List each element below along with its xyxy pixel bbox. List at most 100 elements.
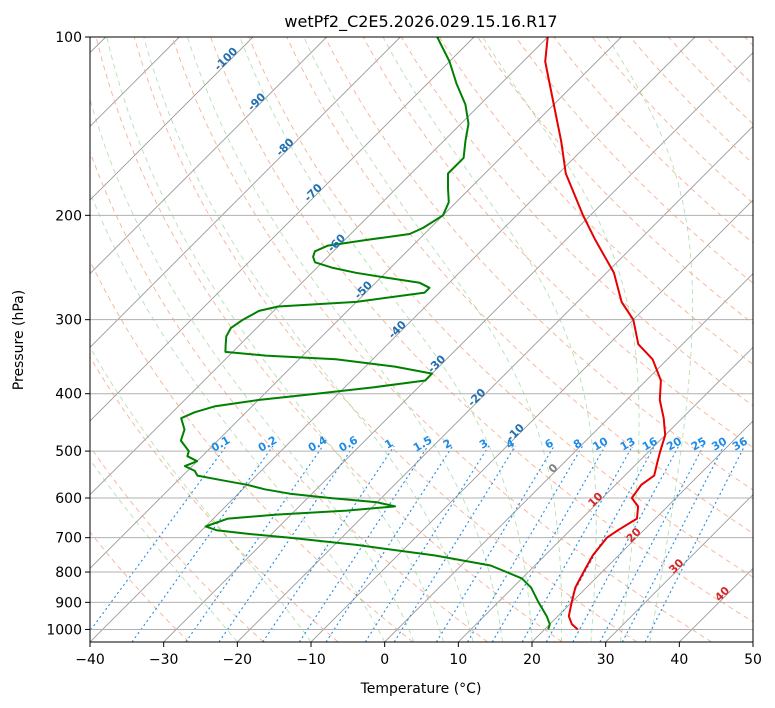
moist-adiabat-line: [239, 37, 533, 642]
isotherm-line: [90, 37, 475, 422]
y-tick-label: 400: [55, 387, 82, 403]
isotherm-line: [90, 37, 548, 496]
dry-adiabat-line: [90, 445, 264, 642]
mixing-ratio-line: [435, 445, 555, 642]
x-tick-label: −30: [149, 652, 179, 668]
dry-adiabat-line: [439, 37, 753, 365]
plot-frame: [89, 36, 754, 643]
mixing-ratio-label: 2: [441, 437, 454, 452]
mixing-ratio-line: [572, 445, 680, 642]
mixing-ratio-line: [545, 445, 656, 642]
y-tick-label: 100: [55, 30, 82, 46]
dry-adiabat-line: [90, 531, 190, 642]
mixing-ratio-line: [262, 445, 395, 642]
mixing-ratio-line: [325, 445, 454, 642]
moist-adiabat-line: [143, 37, 474, 642]
mixing-ratio-line: [218, 445, 355, 642]
profile-layer: [179, 37, 667, 631]
dry-adiabat-line: [400, 37, 753, 407]
x-tick-label: 0: [380, 652, 389, 668]
dry-adiabat-label: -80: [273, 135, 296, 158]
moist-adiabat-line: [90, 458, 238, 642]
y-tick-label: 200: [55, 208, 82, 224]
x-tick-label: 40: [670, 652, 688, 668]
temperature-profile-line: [544, 37, 667, 631]
dry-adiabat-line: [90, 356, 339, 642]
isotherm-line: [679, 567, 753, 642]
isotherm-line: [531, 420, 753, 642]
y-tick-label: 800: [55, 565, 82, 581]
moist-adiabat-line: [106, 37, 445, 642]
moist-adiabat-line: [482, 37, 640, 642]
mixing-ratio-line: [621, 445, 725, 642]
dry-adiabat-line: [706, 37, 753, 86]
x-tick-label: 30: [597, 652, 615, 668]
dry-adiabat-line: [553, 37, 753, 244]
moist-adiabat-line: [187, 37, 503, 642]
isotherm-line: [237, 125, 753, 642]
y-tick-label: 300: [55, 313, 82, 329]
background-lines: [90, 37, 753, 642]
moist-adiabat-line: [90, 346, 312, 642]
mixing-ratio-line: [467, 445, 584, 642]
isotherm-line: [90, 37, 696, 642]
dry-adiabat-line: [171, 37, 712, 642]
isotherm-line: [605, 494, 753, 642]
moist-adiabat-line: [303, 37, 563, 642]
x-tick-label: −40: [75, 652, 105, 668]
x-tick-label: −10: [296, 652, 326, 668]
mixing-ratio-line: [298, 445, 429, 642]
dry-adiabat-line: [286, 37, 753, 534]
dry-adiabat-line: [95, 37, 563, 642]
pressure-grid: [90, 36, 753, 630]
y-tick-label: 500: [55, 444, 82, 460]
mixing-ratio-line: [185, 445, 324, 642]
x-axis-label: Temperature (°C): [360, 681, 482, 697]
mixing-ratio-line: [644, 445, 746, 642]
mixing-ratio-line: [90, 445, 227, 632]
dry-adiabat-line: [90, 259, 414, 642]
isotherm-line: [752, 641, 753, 642]
line-labels: 0.1 0.2 0.4 0.6 1 1.5 2 3 4 6 8 10 13 16 20 25 30 36-100-…: [209, 44, 750, 604]
dry-adiabat-label: -50: [352, 278, 375, 301]
x-tick-label: 50: [744, 652, 762, 668]
y-tick-label: 900: [55, 595, 82, 611]
mixing-ratio-line: [393, 445, 516, 642]
dry-adiabat-line: [591, 37, 753, 204]
dry-adiabat-label: -90: [245, 90, 268, 113]
x-tick-label: 20: [523, 652, 541, 668]
dry-adiabat-label: -100: [212, 44, 241, 73]
dry-adiabat-line: [668, 37, 753, 125]
moist-adiabat-line: [382, 37, 597, 642]
isotherm-label: 10: [586, 490, 606, 510]
mixing-ratio-label: 3: [477, 437, 490, 452]
dry-adiabat-line: [90, 150, 488, 642]
mixing-ratio-line: [521, 445, 633, 642]
dry-adiabat-label: -20: [465, 386, 488, 409]
y-tick-label: 1000: [46, 622, 82, 638]
dry-adiabat-line: [248, 37, 753, 578]
dry-adiabat-line: [515, 37, 753, 284]
y-axis-label: Pressure (hPa): [11, 290, 27, 390]
isotherm-line: [90, 37, 401, 348]
isotherm-label: 20: [624, 525, 644, 545]
chart-title: wetPf2_C2E5.2026.029.15.16.R17: [284, 12, 557, 32]
isotherm-line: [90, 37, 622, 569]
dry-adiabat-line: [210, 37, 753, 623]
isotherm-label: 30: [666, 556, 686, 576]
mixing-ratio-line: [491, 445, 606, 642]
x-tick-label: 10: [449, 652, 467, 668]
x-tick-label: −20: [223, 652, 253, 668]
y-tick-label: 600: [55, 491, 82, 507]
mixing-ratio-line: [364, 445, 490, 642]
isotherm-line: [384, 273, 753, 642]
moist-adiabat-line: [90, 190, 386, 642]
mixing-ratio-line: [599, 445, 704, 642]
isotherm-line: [458, 346, 753, 642]
isotherm-line: [310, 199, 753, 642]
isotherm-line: [90, 37, 254, 201]
isotherm-label: 40: [712, 584, 732, 604]
